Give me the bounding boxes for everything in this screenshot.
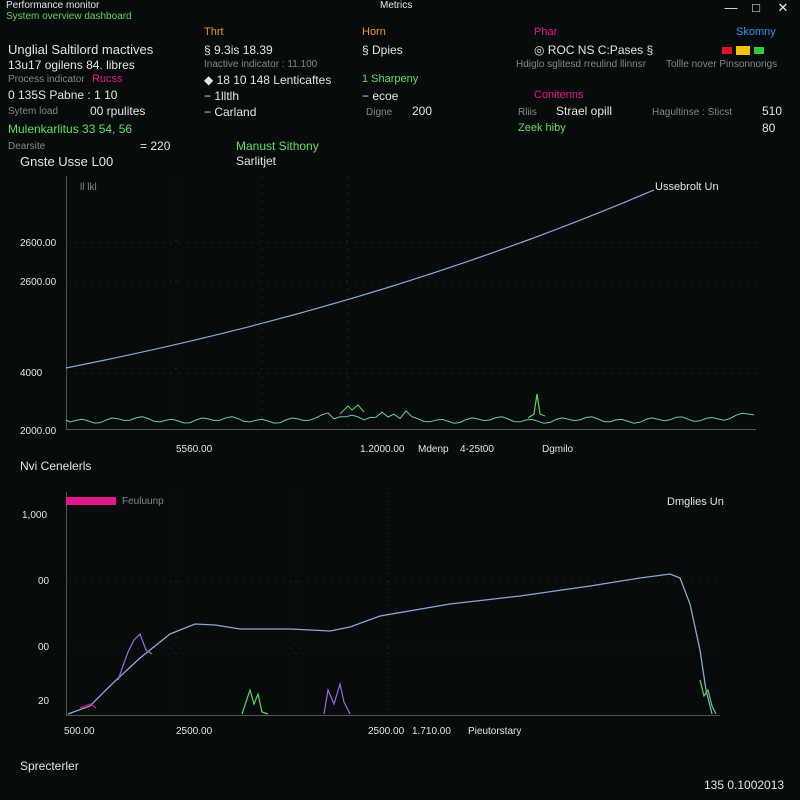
col3-value-3: 200 bbox=[412, 104, 433, 118]
chart1-legend: Ussebrolt Un bbox=[655, 181, 719, 193]
chart1-noise-cluster bbox=[339, 404, 365, 415]
chart1-xtick: Mdenp bbox=[418, 444, 449, 455]
chart2-legend: Dmglies Un bbox=[667, 496, 724, 508]
col2-highlight: Manust Sithony bbox=[236, 139, 319, 153]
dearsite-label: Dearsite bbox=[8, 141, 46, 152]
col4-header: Phar bbox=[534, 26, 558, 38]
col2-value-5: Sarlitjet bbox=[236, 154, 277, 168]
col5-label: Hagultinse : Sticst bbox=[652, 107, 733, 118]
col4-description: Hdiglo sglitesd rreulind llinnsr bbox=[516, 59, 647, 70]
status-indicator-green bbox=[754, 47, 764, 54]
chart1-ytick: 4000 bbox=[20, 368, 43, 379]
chart2-ytick: 20 bbox=[38, 696, 50, 707]
chart2-xtick: Pieutorstary bbox=[468, 726, 522, 737]
col2-value-4: − Carland bbox=[204, 105, 257, 119]
chart2-xtick: 2500.00 bbox=[368, 726, 405, 737]
col3-header: Horn bbox=[362, 26, 386, 38]
section2-title: Nvi Cenelerls bbox=[20, 459, 92, 473]
minimize-button[interactable]: — bbox=[724, 0, 738, 15]
status-indicator-yellow bbox=[736, 46, 750, 55]
system-load-value: 00 rpulites bbox=[90, 104, 146, 118]
col4-accent-2: Zeek hiby bbox=[518, 122, 566, 134]
window-center-title: Metrics bbox=[380, 0, 413, 11]
chart1-series-line bbox=[65, 189, 655, 369]
chart2-pink-mark bbox=[79, 703, 97, 709]
chart2-green-tail bbox=[699, 679, 717, 715]
col2-value-3: − 1lltlh bbox=[204, 89, 240, 103]
chart1-xtick: Dgmilo bbox=[542, 444, 574, 455]
col5-description: Tollle nover Pinsonnorigs bbox=[666, 59, 778, 70]
summary-value: 13u17 ogilens 84. libres bbox=[8, 58, 135, 72]
status-indicator-red bbox=[722, 47, 732, 54]
chart2-swatch-label: Feuluunp bbox=[122, 496, 164, 507]
system-load-label: Sytem load bbox=[8, 106, 59, 117]
chart2-purple-spike bbox=[117, 632, 153, 681]
chart1-ytick: 2000.00 bbox=[20, 426, 57, 437]
chart2-green-spike bbox=[241, 687, 269, 715]
chart1-spike bbox=[527, 393, 546, 419]
col4-value-2: Strael opill bbox=[556, 104, 613, 118]
highlight-metric: Mulenkarlitus 33 54, 56 bbox=[8, 122, 133, 136]
chart2-xtick: 1.710.00 bbox=[412, 726, 451, 737]
chart1-xtick: 1.2000.00 bbox=[360, 444, 405, 455]
col4-label: Rliis bbox=[518, 107, 537, 118]
chart2-ytick: 00 bbox=[38, 576, 50, 587]
footer-timestamp: 135 0.1002013 bbox=[704, 778, 785, 792]
chart2-frame bbox=[66, 492, 720, 716]
col2-value-2: ◆ 18 10 148 Lenticaftes bbox=[204, 73, 332, 87]
col5-value-1: 510 bbox=[762, 104, 783, 118]
dearsite-value: = 220 bbox=[140, 139, 171, 153]
chart1-frame bbox=[66, 176, 756, 430]
col3-label: Digne bbox=[366, 107, 393, 118]
chart2-legend-swatch bbox=[66, 497, 116, 505]
col2-header: Thrt bbox=[204, 26, 224, 38]
chart1-ytick: 2600.00 bbox=[20, 238, 57, 249]
window-subtitle: System overview dashboard bbox=[6, 11, 132, 22]
chart2-xtick: 500.00 bbox=[64, 726, 95, 737]
col3-value-1: § Dpies bbox=[362, 43, 403, 57]
window-title: Performance monitor bbox=[6, 0, 100, 11]
chart1-label: Gnste Usse L00 bbox=[20, 154, 114, 169]
chart2-ytick: 1,000 bbox=[22, 510, 48, 521]
col4-value-1: ◎ ROC NS C:Pases § bbox=[534, 43, 654, 57]
chart2-ytick: 00 bbox=[38, 642, 50, 653]
col4-accent: Conitenns bbox=[534, 89, 584, 101]
chart1-ytick: 2600.00 bbox=[20, 277, 57, 288]
pabne-value: 0 135S Pabne : 1 10 bbox=[8, 88, 118, 102]
col5-value-2: 80 bbox=[762, 121, 776, 135]
col5-header: Skomny bbox=[736, 26, 776, 38]
chart1-corner-label: ll lkl bbox=[80, 182, 97, 193]
chart1-baseline-series bbox=[65, 410, 755, 424]
chart2-purple-peaks bbox=[323, 681, 351, 715]
process-indicator-label: Process indicator bbox=[8, 74, 85, 85]
summary-title: Unglial Saltilord mactives bbox=[8, 42, 154, 57]
chart2-xtick: 2500.00 bbox=[176, 726, 213, 737]
col3-accent: 1 Sharpeny bbox=[362, 73, 419, 85]
col2-inactive-indicator: Inactive indicator : 11.100 bbox=[204, 59, 318, 70]
chart2-series-line bbox=[67, 573, 713, 715]
chart1-xtick: 4-25t00 bbox=[460, 444, 494, 455]
process-indicator-value: Rucss bbox=[92, 73, 123, 85]
close-button[interactable]: ✕ bbox=[777, 0, 789, 15]
maximize-button[interactable]: □ bbox=[752, 0, 760, 15]
chart1-xtick: 5560.00 bbox=[176, 444, 213, 455]
footer-label: Sprecterler bbox=[20, 759, 79, 773]
col2-value-1: § 9.3is 18.39 bbox=[204, 43, 273, 57]
col3-value-2: − ecoe bbox=[362, 89, 399, 103]
